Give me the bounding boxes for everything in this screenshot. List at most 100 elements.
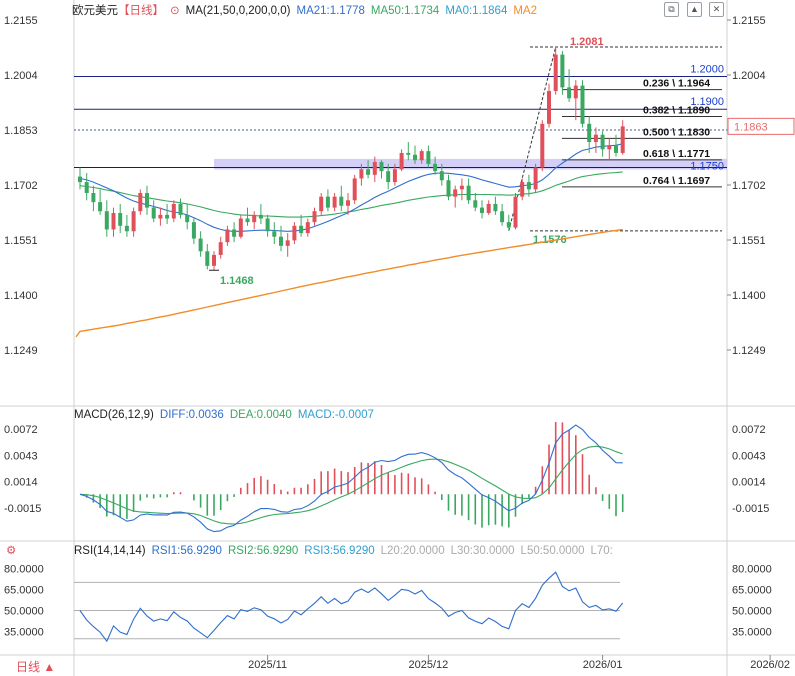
candle-body xyxy=(252,214,257,223)
l30-value: L30:30.0000 xyxy=(450,545,515,557)
candle-body xyxy=(366,169,371,175)
candle-body xyxy=(84,182,89,194)
price-tick-label: 1.2155 xyxy=(732,15,766,27)
macd-tick-label: 0.0072 xyxy=(732,424,766,436)
candle-body xyxy=(480,207,484,214)
candle-body xyxy=(352,178,357,201)
candle-body xyxy=(104,211,109,230)
candle-body xyxy=(466,185,471,201)
candle-body xyxy=(520,182,525,197)
rsi-line xyxy=(79,571,624,643)
candle-body xyxy=(406,152,411,155)
ma2-value: MA2 xyxy=(513,5,537,17)
candle-body xyxy=(212,254,216,266)
candle-body xyxy=(533,167,538,190)
candle-body xyxy=(178,203,183,215)
candle-body xyxy=(607,145,612,150)
ma-label[interactable]: MA(21,50,0,200,0,0) xyxy=(185,5,291,17)
period-switch-button[interactable]: 日线 ▲ xyxy=(16,660,56,674)
candle-body xyxy=(392,169,397,183)
rsi1-value: RSI1:56.9290 xyxy=(151,545,222,557)
toolbar-up-icon[interactable]: ▲ xyxy=(687,2,702,17)
rsi3-value: RSI3:56.9290 xyxy=(304,545,375,557)
macd-tick-label: 0.0043 xyxy=(732,450,766,462)
rsi-label[interactable]: RSI(14,14,14) xyxy=(74,545,146,557)
price-tick-label: 1.1551 xyxy=(732,235,766,247)
candle-body xyxy=(171,203,176,219)
rsi-settings-icon[interactable]: ⚙ xyxy=(6,545,17,557)
candle-body xyxy=(506,222,511,228)
fib-label-high: 1.2081 xyxy=(570,36,604,48)
candle-body xyxy=(118,213,123,226)
candle-body xyxy=(299,225,304,234)
ma21-value: MA21:1.1778 xyxy=(296,5,365,17)
candle-body xyxy=(78,176,82,183)
macd-dea-line xyxy=(79,445,623,525)
candle-body xyxy=(205,251,210,266)
candle-body xyxy=(439,171,444,181)
x-tick-label: 2025/12 xyxy=(409,659,449,671)
main-header: 欧元美元【日线】 ⊙ MA(21,50,0,200,0,0) MA21:1.1778 M… xyxy=(72,3,543,19)
candle-body xyxy=(225,229,230,243)
rsi-tick-label-left: 65.0000 xyxy=(4,584,44,596)
price-tick-label: 1.1702 xyxy=(732,180,766,192)
candle-body xyxy=(305,222,310,234)
symbol-label[interactable]: 欧元美元 xyxy=(72,5,118,17)
candle-body xyxy=(553,54,558,92)
ma0-value: MA0:1.1864 xyxy=(445,5,508,17)
candle-body xyxy=(419,151,424,161)
support-zone xyxy=(214,158,727,170)
candle-body xyxy=(540,123,545,168)
candle-body xyxy=(91,193,96,203)
macd-tick-label-left: 0.0014 xyxy=(4,477,38,489)
candle-body xyxy=(238,218,243,237)
x-tick-label: 2026/02 xyxy=(750,659,790,671)
rsi-tick-label-left: 50.0000 xyxy=(4,606,44,618)
candle-body xyxy=(279,236,283,246)
candle-body xyxy=(245,218,250,223)
candle-body xyxy=(332,196,337,208)
candle-body xyxy=(138,193,143,212)
candle-body xyxy=(292,225,297,241)
candle-body xyxy=(573,85,578,99)
candle-body xyxy=(459,185,464,190)
macd-tick-label-left: 0.0072 xyxy=(4,424,38,436)
settings-icon[interactable]: ⊙ xyxy=(170,5,180,17)
toolbar-window-icon[interactable]: ⧉ xyxy=(664,2,679,17)
candle-body xyxy=(453,189,458,197)
candle-body xyxy=(593,134,598,143)
candle-body xyxy=(426,151,431,164)
rsi-tick-label-left: 35.0000 xyxy=(4,627,44,639)
price-tick-label-left: 1.1551 xyxy=(4,235,38,247)
candle-body xyxy=(339,196,344,206)
candle-body xyxy=(319,196,324,212)
candle-body xyxy=(111,213,116,230)
macd-diff-value: DIFF:0.0036 xyxy=(159,409,224,421)
candle-body xyxy=(151,207,156,219)
period-label[interactable]: 【日线】 xyxy=(118,5,164,17)
candle-body xyxy=(547,91,551,124)
x-tick-label: 2026/01 xyxy=(583,659,623,671)
toolbar-close-icon[interactable]: ✕ xyxy=(709,2,724,17)
current-price-tag xyxy=(727,117,795,135)
macd-dea-value: DEA:0.0040 xyxy=(229,409,292,421)
candle-body xyxy=(98,202,103,212)
macd-tick-label-left: -0.0015 xyxy=(4,503,41,515)
fib-label: 0.236 \ 1.1964 xyxy=(643,78,710,90)
candle-body xyxy=(218,242,223,255)
macd-label[interactable]: MACD(26,12,9) xyxy=(74,409,154,421)
rsi-tick-label: 80.0000 xyxy=(732,563,772,575)
rsi2-value: RSI2:56.9290 xyxy=(227,545,299,557)
candle-body xyxy=(312,211,317,223)
current-price-label: 1.1863 xyxy=(734,121,768,133)
fib-label: 0.382 \ 1.1890 xyxy=(643,105,710,117)
line-label-11900: 1.1900 xyxy=(690,96,724,108)
candle-body xyxy=(620,126,625,153)
rsi-tick-label: 35.0000 xyxy=(732,627,772,639)
x-tick-label: 2025/11 xyxy=(248,659,287,671)
line-label-11750: 1.1750 xyxy=(690,161,724,173)
macd-diff-line xyxy=(79,424,623,533)
macd-tick-label-left: 0.0043 xyxy=(4,450,38,462)
macd-macd-value: MACD:-0.0007 xyxy=(297,409,374,421)
fib-label: 0.500 \ 1.1830 xyxy=(643,126,710,138)
